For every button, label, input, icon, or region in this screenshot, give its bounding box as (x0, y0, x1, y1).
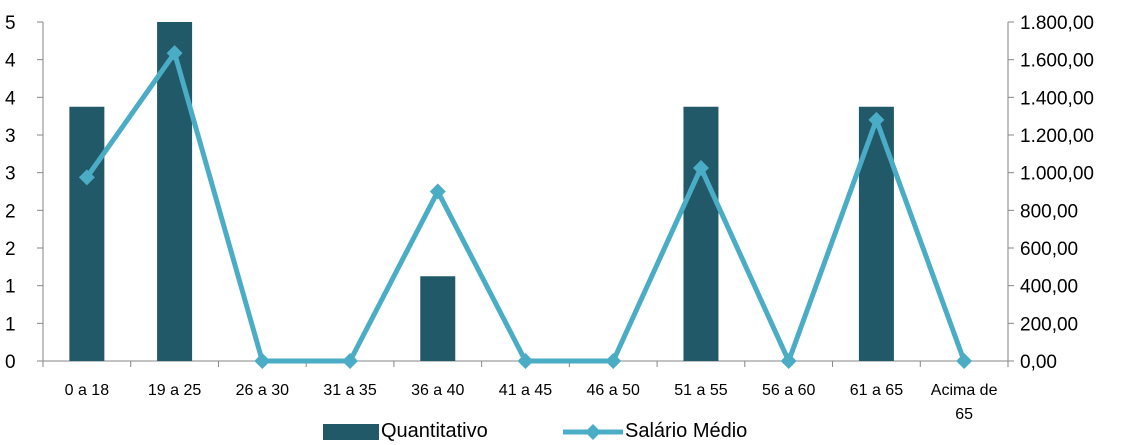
right-axis-tick-label: 1.400,00 (1020, 88, 1094, 109)
salario-medio-marker-36-a-40 (429, 183, 446, 200)
bar-61-a-65 (858, 106, 894, 361)
x-axis-tick-label: 41 a 45 (499, 382, 552, 399)
right-axis-tick-label: 1.800,00 (1020, 13, 1094, 34)
x-axis-tick-label: 36 a 40 (411, 382, 464, 399)
left-axis-tick-label: 2 (5, 239, 16, 260)
legend-item-quantitativo: Quantitativo (323, 420, 488, 443)
salario-medio-marker-61-a-65 (868, 111, 885, 128)
salario-medio-marker-31-a-35 (342, 353, 359, 369)
salario-medio-line (84, 47, 967, 368)
legend-bar-swatch (323, 423, 379, 440)
bar-0-a-18 (69, 106, 105, 361)
salario-medio-marker-51-a-55 (692, 159, 709, 176)
salario-medio-marker-acima-de-65 (956, 353, 973, 369)
x-axis-tick-label: 0 a 18 (65, 382, 110, 399)
right-axis-tick-label: 0,00 (1020, 352, 1057, 373)
right-axis-tick-label: 1.600,00 (1020, 51, 1094, 72)
left-axis-tick-label: 2 (5, 201, 16, 222)
bar-19-a-25 (157, 22, 193, 361)
left-axis-tick-label: 5 (5, 13, 16, 34)
x-axis-tick-label: 19 a 25 (148, 382, 201, 399)
right-axis-tick-label: 800,00 (1020, 201, 1078, 222)
x-axis-tick-label: 46 a 50 (587, 382, 640, 399)
x-axis-tick-label: 61 a 65 (850, 382, 903, 399)
x-axis-tick-label: 26 a 30 (236, 382, 289, 399)
legend-label-quantitativo: Quantitativo (381, 420, 488, 442)
salario-medio-marker-41-a-45 (517, 353, 534, 369)
left-axis-tick-label: 3 (5, 164, 16, 185)
right-axis-tick-label: 600,00 (1020, 239, 1078, 260)
legend-item-salario-medio: Salário Médio (563, 420, 747, 443)
right-axis-tick-label: 1.200,00 (1020, 126, 1094, 147)
bar-51-a-55 (683, 106, 719, 361)
salario-medio-marker-19-a-25 (166, 45, 183, 62)
combo-chart: 0 1 1 2 2 3 3 4 4 5 0,00 200,00 400,00 600,00 800,00 1.… (5, 13, 1094, 420)
left-axis-tick-label: 3 (5, 126, 16, 147)
salario-medio-marker-26-a-30 (254, 353, 271, 369)
salario-medio-marker-56-a-60 (780, 353, 797, 369)
x-axis-tick-label: 51 a 55 (674, 382, 727, 399)
legend-label-salario-medio: Salário Médio (625, 420, 748, 442)
left-axis-tick-label: 1 (5, 314, 16, 335)
left-axis-tick-label: 0 (5, 352, 16, 373)
chart-legend: Quantitativo Salário Médio (0, 420, 1138, 445)
left-axis-tick-label: 4 (5, 51, 16, 72)
left-axis-tick-label: 4 (5, 88, 16, 109)
right-axis-tick-label: 200,00 (1020, 314, 1078, 335)
right-axis-tick-label: 400,00 (1020, 277, 1078, 298)
x-axis-tick-label: 31 a 35 (323, 382, 376, 399)
x-axis-tick-label: 56 a 60 (762, 382, 815, 399)
bar-36-a-40 (420, 276, 456, 361)
right-axis-tick-label: 1.000,00 (1020, 164, 1094, 185)
salario-medio-marker-0-a-18 (78, 169, 95, 186)
legend-line-swatch (563, 423, 623, 440)
x-axis-tick-label: Acima de 65 (931, 382, 998, 420)
left-axis-tick-label: 1 (5, 277, 16, 298)
salario-medio-marker-46-a-50 (605, 353, 622, 369)
